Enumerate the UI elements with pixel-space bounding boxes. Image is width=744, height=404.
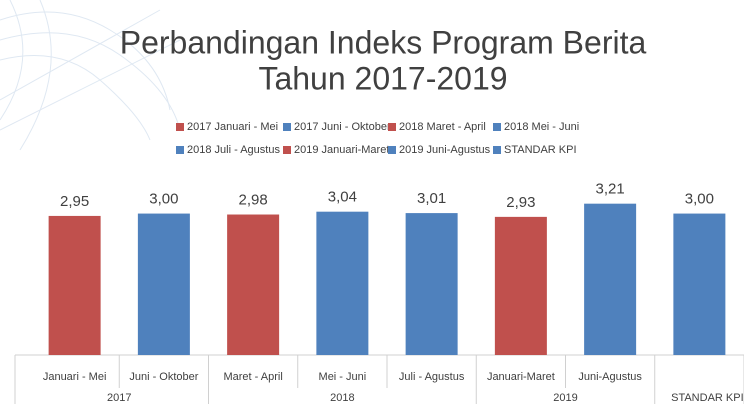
bar	[495, 217, 547, 355]
legend-label: 2018 Mei - Juni	[504, 121, 579, 133]
bar	[406, 213, 458, 355]
x-tick-label: Juni-Agustus	[578, 371, 642, 383]
legend-label: STANDAR KPI	[504, 144, 577, 156]
legend-swatch	[176, 146, 184, 154]
group-label: STANDAR KPI	[671, 392, 744, 404]
legend-swatch	[493, 146, 501, 154]
x-tick-label: Juni - Oktober	[129, 371, 198, 383]
x-tick-label: Januari-Maret	[487, 371, 555, 383]
legend-swatch	[283, 146, 291, 154]
x-tick-label: Januari - Mei	[43, 371, 107, 383]
bar	[49, 216, 101, 355]
legend-swatch	[493, 123, 501, 131]
value-label: 3,04	[328, 189, 357, 206]
bar	[227, 215, 279, 355]
legend-label: 2019 Januari-Maret	[294, 144, 389, 156]
legend-swatch	[388, 146, 396, 154]
x-tick-label: Maret - April	[223, 371, 282, 383]
value-label: 3,00	[685, 191, 714, 208]
group-label: 2018	[330, 392, 354, 404]
legend-label: 2018 Juli - Agustus	[187, 144, 280, 156]
chart-title: Tahun 2017-2019	[258, 60, 507, 96]
bar	[673, 214, 725, 355]
value-label: 3,01	[417, 190, 446, 207]
value-label: 2,93	[506, 194, 535, 211]
legend-label: 2018 Maret - April	[399, 121, 486, 133]
x-tick-label: Mei - Juni	[319, 371, 367, 383]
bar	[584, 204, 636, 355]
background-decoration	[0, 0, 180, 150]
legend-swatch	[176, 123, 184, 131]
legend-label: 2019 Juni-Agustus	[399, 144, 491, 156]
value-label: 3,00	[149, 191, 178, 208]
group-label: 2017	[107, 392, 131, 404]
legend-swatch	[388, 123, 396, 131]
chart-title: Perbandingan Indeks Program Berita	[120, 24, 647, 60]
legend-label: 2017 Januari - Mei	[187, 121, 278, 133]
legend-swatch	[283, 123, 291, 131]
value-label: 3,21	[596, 181, 625, 198]
chart: Perbandingan Indeks Program Berita Tahun…	[0, 0, 744, 404]
value-label: 2,95	[60, 193, 89, 210]
value-label: 2,98	[239, 191, 268, 208]
x-tick-label: Juli - Agustus	[399, 371, 465, 383]
bar	[316, 212, 368, 355]
bar	[138, 214, 190, 355]
group-label: 2019	[553, 392, 577, 404]
legend-label: 2017 Juni - Oktober	[294, 121, 391, 133]
